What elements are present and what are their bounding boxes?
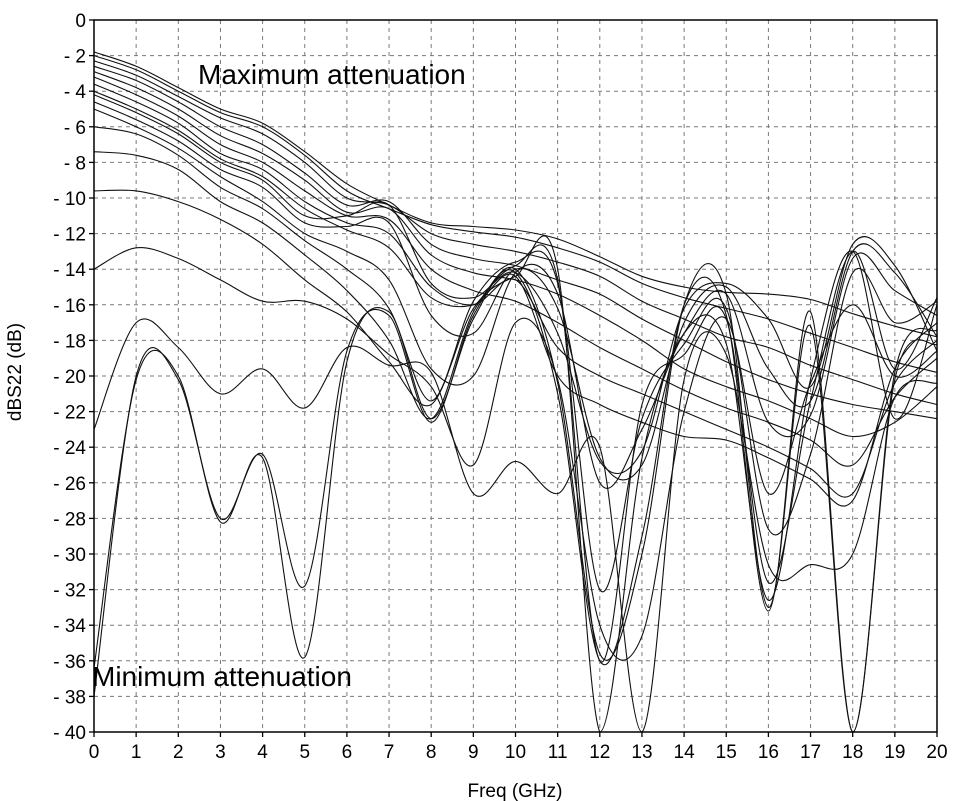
trace-line-2: [93, 55, 938, 373]
x-tick-label: 7: [384, 742, 395, 763]
x-tick-label: 15: [716, 742, 737, 763]
y-tick-label: - 10: [53, 189, 86, 210]
y-tick-label: - 12: [53, 225, 86, 246]
plot-traces: [93, 51, 938, 733]
trace-line-1: [93, 51, 938, 338]
x-tick-label: 17: [800, 742, 821, 763]
y-tick-label: 0: [75, 11, 86, 32]
y-tick-label: - 6: [64, 118, 86, 139]
x-tick-label: 3: [215, 742, 226, 763]
x-tick-label: 2: [173, 742, 184, 763]
x-tick-label: 10: [505, 742, 526, 763]
trace-line-13: [93, 151, 938, 663]
annotation-max: Maximum attenuation: [198, 59, 466, 90]
x-tick-label: 4: [257, 742, 268, 763]
trace-line-14: [93, 189, 938, 733]
x-axis-ticks: 0 1 2 3 4 5 6 7 8 9 10 11 12 13 14 15 16 17 18 19 20: [89, 732, 948, 763]
x-tick-label: 8: [426, 742, 437, 763]
x-tick-label: 16: [758, 742, 779, 763]
x-tick-label: 11: [548, 742, 568, 763]
y-tick-label: - 30: [53, 545, 86, 566]
y-tick-label: - 26: [53, 474, 86, 495]
y-tick-label: - 20: [53, 367, 86, 388]
y-tick-label: - 38: [53, 687, 86, 708]
x-tick-label: 14: [674, 742, 696, 763]
x-tick-label: 1: [131, 742, 142, 763]
y-tick-label: - 32: [53, 581, 86, 602]
x-tick-label: 9: [468, 742, 479, 763]
y-tick-label: - 4: [64, 82, 87, 103]
x-tick-label: 12: [589, 742, 610, 763]
y-tick-label: - 36: [53, 652, 86, 673]
y-axis-title: dBS22 (dB): [5, 323, 26, 421]
y-tick-label: - 2: [64, 47, 86, 68]
x-tick-label: 6: [342, 742, 353, 763]
y-tick-label: - 28: [53, 509, 86, 530]
y-tick-label: - 8: [64, 153, 86, 174]
x-tick-label: 13: [631, 742, 652, 763]
trace-line-6: [93, 76, 938, 467]
y-tick-label: - 34: [53, 616, 86, 637]
x-tick-label: 5: [299, 742, 310, 763]
x-tick-label: 18: [842, 742, 863, 763]
x-tick-label: 19: [884, 742, 905, 763]
y-tick-label: - 14: [53, 260, 86, 281]
trace-line-18: [93, 263, 938, 733]
y-tick-label: - 18: [53, 331, 86, 352]
y-tick-label: - 24: [53, 438, 86, 459]
x-tick-label: 20: [926, 742, 947, 763]
trace-line-12: [93, 126, 938, 593]
x-axis-title: Freq (GHz): [468, 781, 563, 801]
annotation-min: Minimum attenuation: [92, 661, 352, 692]
trace-line-9: [93, 94, 938, 474]
y-axis-ticks: 0 - 2 - 4 - 6 - 8 - 10 - 12 - 14 - 16 - 18 - 20 - 2…: [53, 11, 94, 744]
y-tick-label: - 16: [53, 296, 86, 317]
trace-line-8: [93, 90, 938, 507]
x-tick-label: 0: [89, 742, 100, 763]
y-tick-label: - 40: [53, 723, 86, 744]
y-tick-label: - 22: [53, 403, 86, 424]
trace-line-7: [93, 83, 938, 498]
